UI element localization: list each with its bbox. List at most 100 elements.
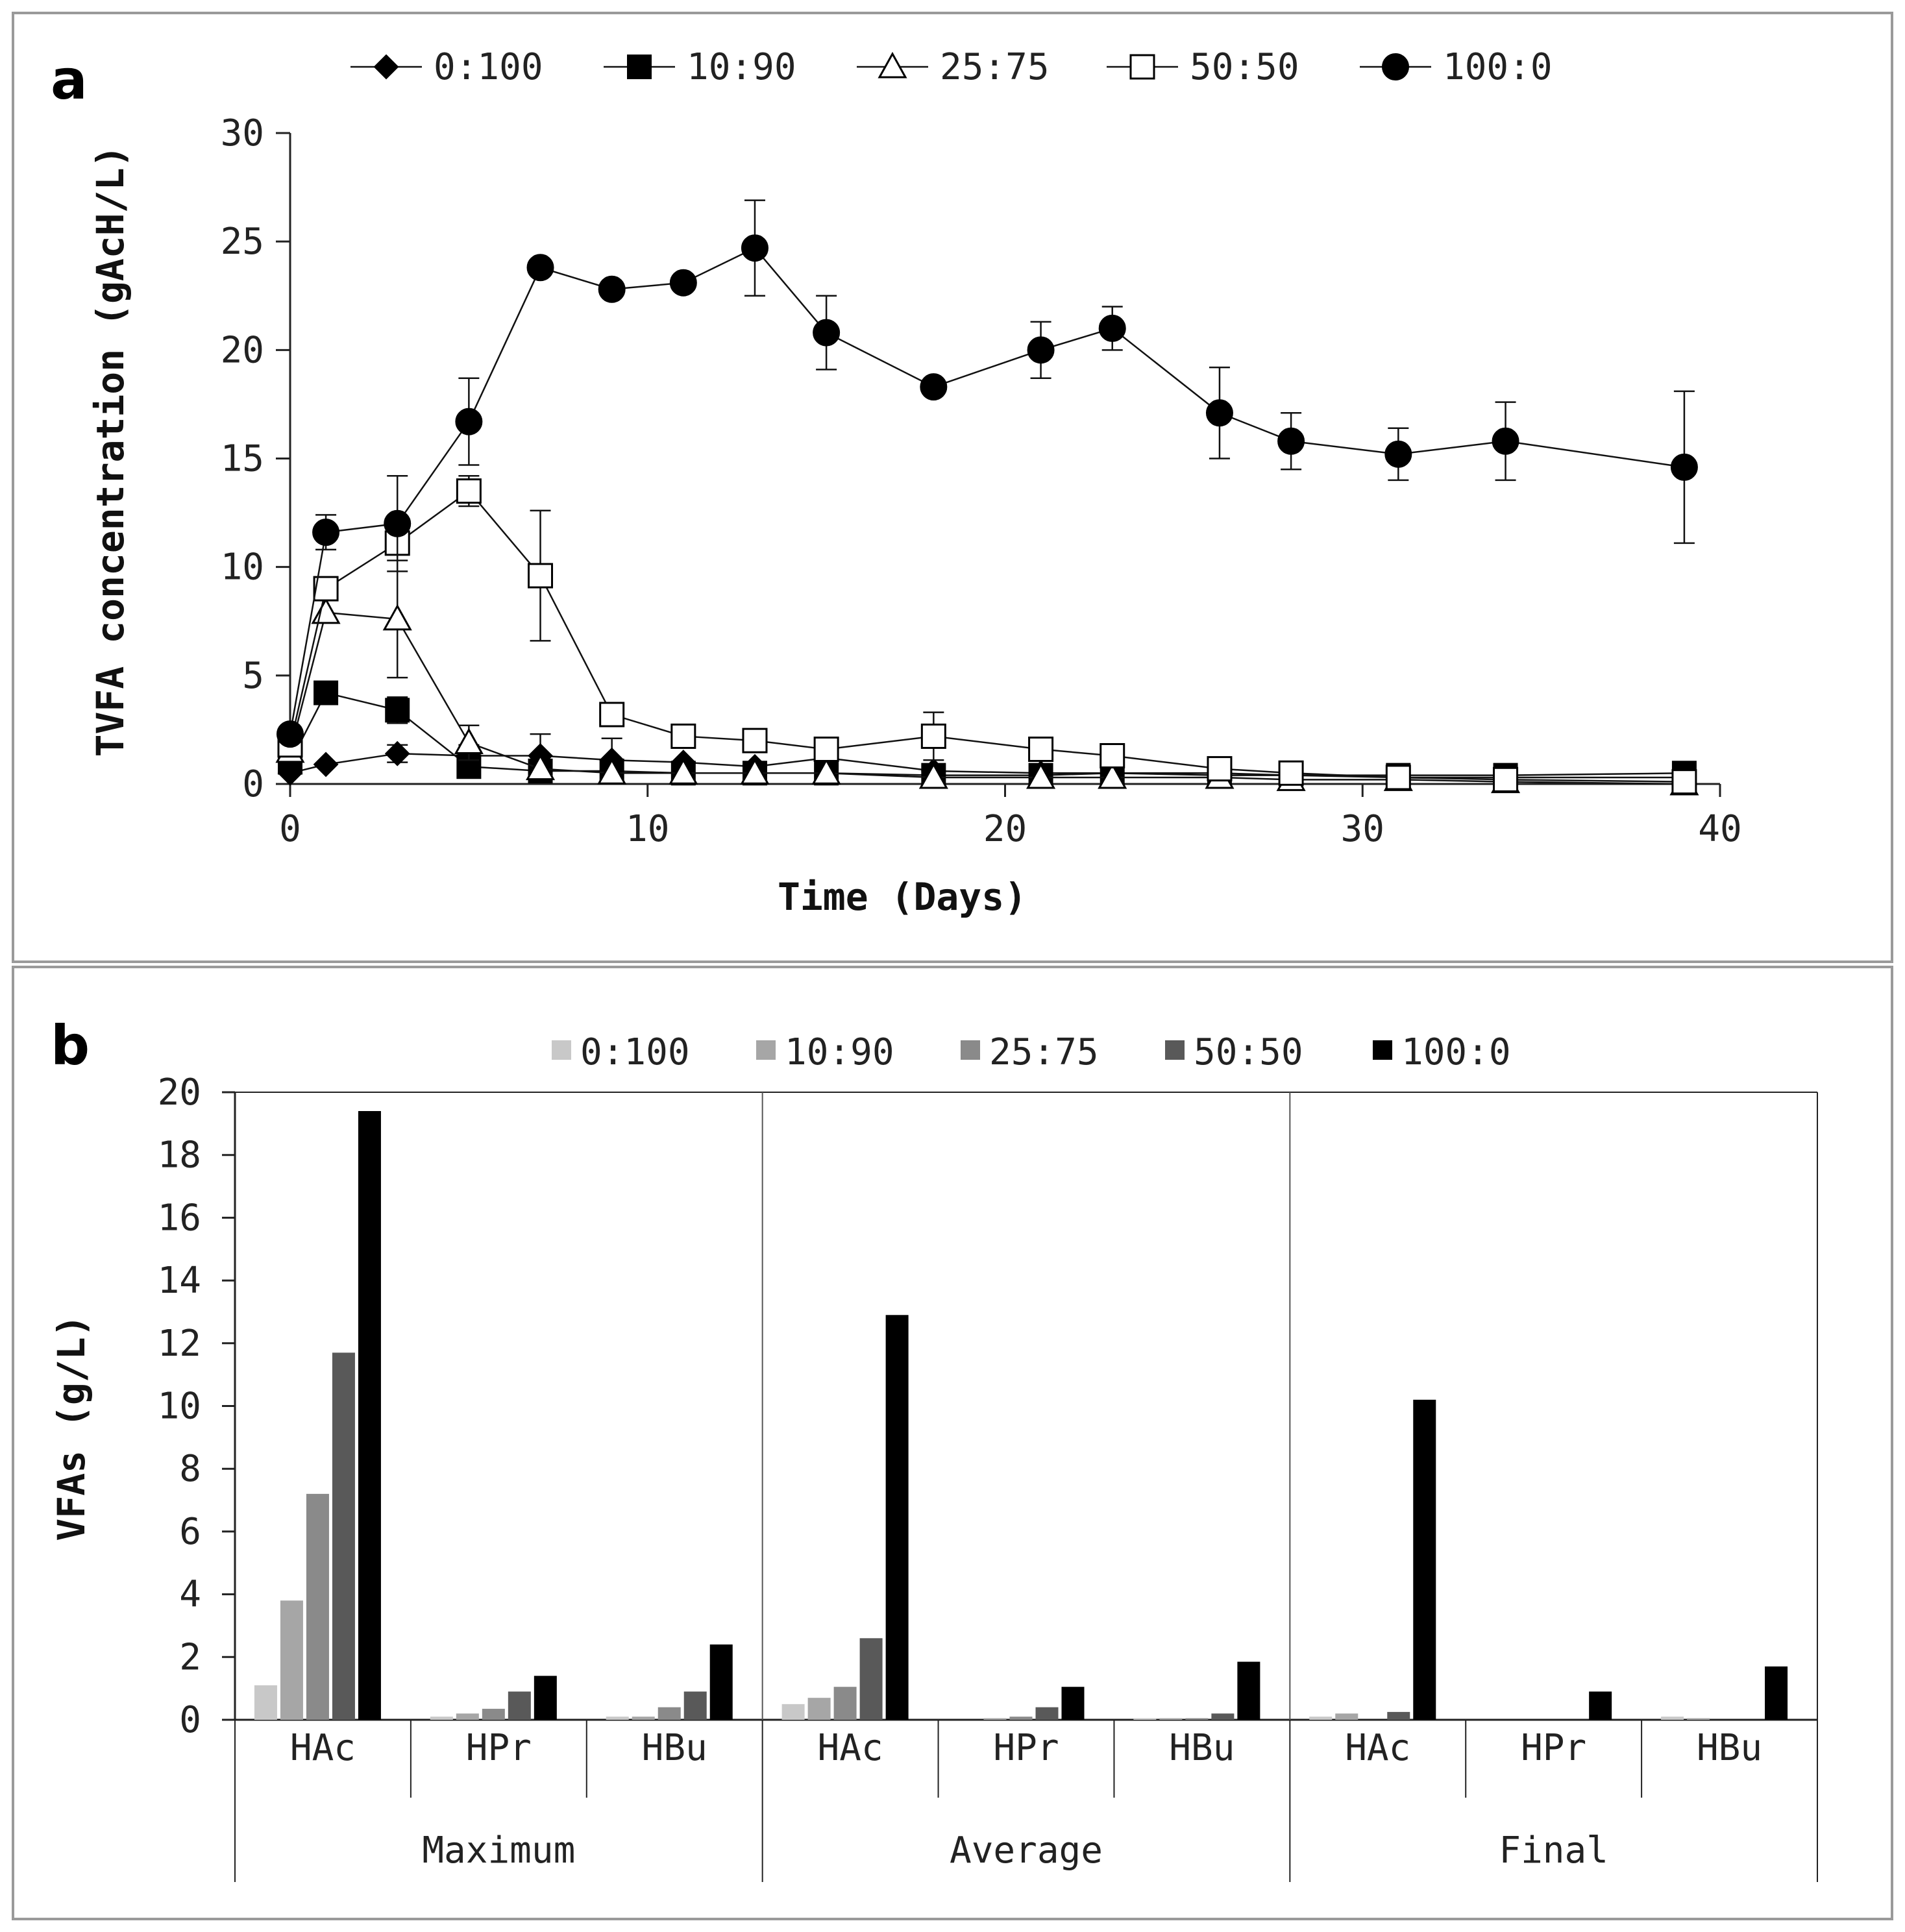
bar-100-0 <box>1237 1661 1260 1720</box>
line-chart-a: 0 5 10 15 20 25 30 0 10 20 30 40 0:100 10:90 25:75 50:… <box>88 46 1742 919</box>
bar-10-90 <box>983 1718 1007 1720</box>
data-point-open-square <box>1129 54 1155 80</box>
legend-item-50-50: 50:50 <box>1165 1031 1303 1073</box>
y-tick-label: 20 <box>221 329 264 371</box>
category-label: HPr <box>466 1727 532 1769</box>
data-point-open-square <box>813 737 839 763</box>
bar-100-0 <box>1061 1687 1085 1720</box>
bar-25-75 <box>1009 1717 1033 1720</box>
data-point-open-triangle <box>454 728 484 754</box>
category-label: HBu <box>642 1727 707 1769</box>
data-point-filled-circle <box>277 720 304 748</box>
y-tick-label: 18 <box>158 1134 201 1177</box>
y-tick-label: 10 <box>221 546 264 589</box>
chart-a-axes: 0 5 10 15 20 25 30 0 10 20 30 40 <box>221 112 1742 850</box>
legend-label: 100:0 <box>1401 1031 1511 1073</box>
bar-10-90 <box>632 1717 655 1720</box>
data-point-diamond <box>313 752 339 777</box>
bar-10-90 <box>280 1600 303 1720</box>
y-tick-label: 16 <box>158 1197 201 1239</box>
legend-item-10-90: 10:90 <box>756 1031 894 1073</box>
legend-item-0-100: 0:100 <box>552 1031 690 1073</box>
legend-item-50-50: 50:50 <box>1107 46 1299 88</box>
chart-a-y-axis-title: TVFA concentration (gAcH/L) <box>88 145 132 757</box>
chart-a-legend: 0:100 10:90 25:75 50:50 100:0 <box>350 46 1553 88</box>
data-point-diamond <box>373 54 399 80</box>
bar-50-50 <box>1387 1711 1410 1720</box>
legend-item-25-75: 25:75 <box>961 1031 1099 1073</box>
data-point-open-triangle <box>525 753 556 781</box>
legend-item-10-90: 10:90 <box>604 46 796 88</box>
data-point-open-square <box>920 723 946 749</box>
bar-25-75 <box>1185 1718 1209 1720</box>
legend-label: 0:100 <box>580 1031 690 1073</box>
data-point-open-square <box>456 478 482 504</box>
chart-b-legend: 0:100 10:90 25:75 50:50 100:0 <box>552 1031 1511 1073</box>
series-50-50 <box>277 474 1697 795</box>
group-label: Final <box>1499 1829 1608 1872</box>
data-point-filled-circle <box>1027 336 1055 364</box>
y-tick-label: 15 <box>221 438 264 480</box>
y-tick-label: 20 <box>158 1071 201 1114</box>
data-point-open-triangle <box>1098 762 1127 789</box>
data-point-open-square <box>1207 756 1233 782</box>
data-point-open-square <box>1493 766 1519 792</box>
data-point-filled-circle <box>920 373 948 401</box>
panel-b-label: b <box>51 1014 90 1077</box>
legend-label: 50:50 <box>1190 46 1299 88</box>
legend-label: 0:100 <box>434 46 543 88</box>
legend-item-0-100: 0:100 <box>350 46 543 88</box>
bar-10-90 <box>1159 1718 1183 1720</box>
bar-0-100 <box>781 1704 805 1720</box>
bar-100-0 <box>1765 1666 1788 1720</box>
x-tick-label: 40 <box>1698 808 1741 850</box>
data-point-filled-square <box>313 680 339 705</box>
data-point-filled-circle <box>1205 399 1233 427</box>
data-point-open-triangle <box>1026 762 1056 789</box>
bar-50-50 <box>508 1691 531 1720</box>
bar-100-0 <box>358 1111 381 1720</box>
bar-25-75 <box>833 1687 857 1720</box>
y-tick-label: 30 <box>221 112 264 154</box>
legend-swatch <box>552 1040 571 1060</box>
chart-b-y-axis-title: VFAs (g/L) <box>49 1314 93 1541</box>
chart-a-series <box>275 199 1699 796</box>
category-label: HAc <box>290 1727 356 1769</box>
data-point-filled-circle <box>1098 314 1126 342</box>
data-point-open-square <box>742 728 768 753</box>
y-tick-label: 6 <box>179 1511 201 1553</box>
legend-item-100-0: 100:0 <box>1373 1031 1511 1073</box>
bar-50-50 <box>1211 1713 1235 1720</box>
data-point-open-triangle <box>597 758 627 785</box>
legend-swatch <box>756 1040 776 1060</box>
x-tick-label: 30 <box>1341 808 1384 850</box>
y-tick-label: 10 <box>158 1386 201 1428</box>
bar-50-50 <box>683 1691 707 1720</box>
data-point-filled-circle <box>1277 427 1305 455</box>
data-point-filled-circle <box>312 519 340 546</box>
bar-25-75 <box>482 1709 505 1720</box>
bar-25-75 <box>306 1493 329 1720</box>
bar-10-90 <box>1335 1713 1358 1720</box>
panel-a-frame <box>12 12 1893 963</box>
bar-10-90 <box>807 1698 831 1720</box>
y-tick-label: 0 <box>179 1699 201 1741</box>
bar-10-90 <box>1687 1718 1710 1720</box>
data-point-filled-circle <box>741 234 768 262</box>
bar-50-50 <box>859 1638 883 1720</box>
data-point-open-square <box>313 576 339 602</box>
category-label: HPr <box>1521 1727 1586 1769</box>
x-tick-label: 20 <box>983 808 1027 850</box>
data-point-open-triangle <box>811 758 841 785</box>
data-point-filled-circle <box>598 275 626 303</box>
legend-label: 25:75 <box>940 46 1050 88</box>
bar-100-0 <box>1589 1691 1612 1720</box>
data-point-open-square <box>528 563 554 589</box>
category-label: HAc <box>1345 1727 1410 1769</box>
y-tick-label: 14 <box>158 1260 201 1302</box>
bar-chart-b: 0 2 4 6 8 10 12 14 16 18 20 0:100 10:90 25:75 50:50 10… <box>49 1031 1818 1882</box>
panel-a-label: a <box>51 48 88 112</box>
x-tick-label: 0 <box>279 808 301 850</box>
chart-b-categories: HAc HPr HBu HAc HPr HBu HAc HPr HBu Maximum Averag… <box>234 1720 1818 1882</box>
x-tick-label: 10 <box>626 808 669 850</box>
